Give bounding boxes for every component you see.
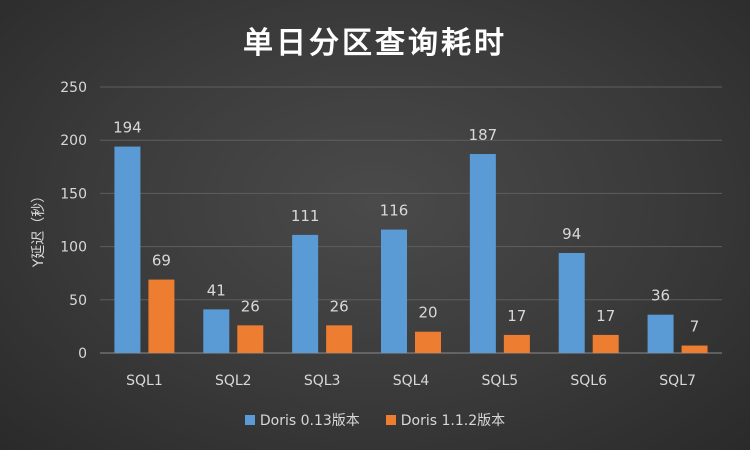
data-label: 111 bbox=[291, 207, 320, 225]
data-label: 94 bbox=[562, 225, 581, 243]
legend-swatch-series-1 bbox=[244, 415, 255, 425]
legend-item-series-2: Doris 1.1.2版本 bbox=[385, 410, 506, 430]
bar bbox=[326, 325, 353, 353]
bar bbox=[114, 146, 141, 353]
y-tick-label: 50 bbox=[69, 293, 87, 309]
x-tick-label: SQL2 bbox=[215, 373, 252, 389]
bar bbox=[681, 345, 708, 353]
y-tick-label: 100 bbox=[60, 240, 87, 256]
bar bbox=[203, 309, 230, 353]
data-label: 20 bbox=[418, 304, 437, 322]
legend: Doris 0.13版本 Doris 1.1.2版本 bbox=[0, 410, 750, 430]
bar bbox=[558, 252, 585, 353]
bar bbox=[415, 331, 441, 353]
data-label: 194 bbox=[113, 119, 142, 137]
bar bbox=[592, 334, 619, 353]
data-label: 26 bbox=[330, 297, 349, 315]
bar bbox=[381, 229, 407, 353]
bar bbox=[292, 234, 319, 353]
data-label: 69 bbox=[152, 252, 171, 270]
x-tick-label: SQL4 bbox=[393, 373, 430, 389]
bar bbox=[469, 154, 496, 353]
data-label: 41 bbox=[207, 281, 226, 299]
y-tick-label: 250 bbox=[60, 80, 87, 96]
data-label: 26 bbox=[241, 297, 260, 315]
data-label: 17 bbox=[507, 307, 526, 325]
y-tick-label: 0 bbox=[78, 346, 87, 362]
bar bbox=[148, 279, 175, 353]
data-label: 7 bbox=[690, 318, 700, 336]
legend-label-series-2: Doris 1.1.2版本 bbox=[400, 413, 506, 429]
chart-title: 单日分区查询耗时 bbox=[243, 26, 507, 61]
legend-item-series-1: Doris 0.13版本 bbox=[244, 410, 360, 430]
data-label: 17 bbox=[596, 307, 615, 325]
x-tick-label: SQL5 bbox=[482, 373, 519, 389]
x-tick-label: SQL7 bbox=[659, 373, 696, 389]
x-tick-label: SQL1 bbox=[126, 373, 163, 389]
data-label: 36 bbox=[651, 287, 670, 305]
legend-swatch-series-2 bbox=[385, 415, 396, 425]
y-tick-label: 200 bbox=[60, 133, 87, 149]
x-tick-label: SQL6 bbox=[570, 373, 607, 389]
y-tick-label: 150 bbox=[60, 186, 87, 202]
bar bbox=[237, 325, 264, 353]
bar bbox=[647, 314, 674, 353]
data-label: 187 bbox=[469, 126, 498, 144]
x-tick-label: SQL3 bbox=[304, 373, 341, 389]
legend-label-series-1: Doris 0.13版本 bbox=[259, 413, 360, 429]
data-label: 116 bbox=[380, 202, 409, 220]
bar bbox=[503, 334, 530, 353]
